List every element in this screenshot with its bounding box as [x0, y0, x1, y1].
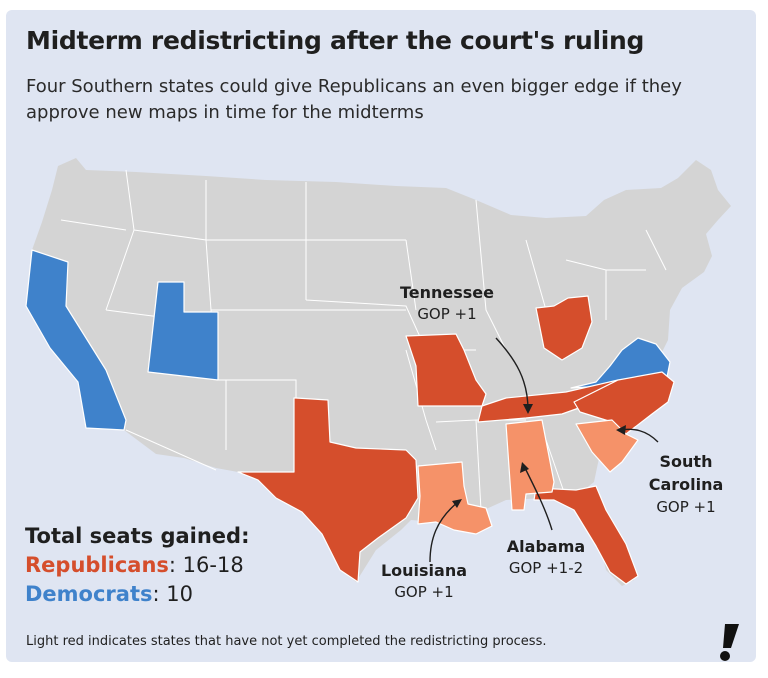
republicans-total: Republicans: 16-18 [25, 551, 249, 580]
democrats-label: Democrats [25, 582, 153, 606]
alabama-label: Alabama [507, 537, 585, 556]
democrats-total: Democrats: 10 [25, 580, 249, 609]
tennessee-label: Tennessee [400, 283, 494, 302]
south-carolina-value: GOP +1 [656, 498, 715, 516]
state-california [25, 249, 127, 431]
arrowheads [452, 404, 626, 508]
state-ohio [535, 295, 593, 361]
page-subtitle: Four Southern states could give Republic… [26, 76, 682, 123]
map-card: Midterm redistricting after the court's … [6, 10, 756, 662]
south-carolina-label-line1: South [660, 452, 713, 471]
us-map: Tennessee GOP +1 South Carolina GOP +1 A… [25, 158, 731, 601]
republicans-label: Republicans [25, 553, 169, 577]
state-texas [237, 397, 419, 583]
tennessee-value: GOP +1 [417, 305, 476, 323]
south-carolina-label-line2: Carolina [649, 475, 724, 494]
republicans-value: : 16-18 [168, 553, 244, 577]
louisiana-value: GOP +1 [394, 583, 453, 601]
democrats-value: : 10 [152, 582, 193, 606]
tennessee-arrow [495, 337, 529, 411]
exclamation-logo-icon [720, 624, 739, 661]
state-north-carolina [573, 371, 675, 435]
alabama-value: GOP +1-2 [509, 559, 583, 577]
louisiana-arrow [429, 501, 459, 563]
us-outline [26, 158, 731, 586]
state-missouri [405, 333, 487, 407]
state-florida [533, 485, 639, 585]
page-title: Midterm redistricting after the court's … [26, 26, 645, 55]
alabama-arrow [523, 465, 553, 531]
footnote: Light red indicates states that have not… [26, 634, 547, 649]
state-alabama [505, 419, 555, 511]
totals-heading: Total seats gained: [25, 524, 250, 548]
totals-block: Total seats gained: Republicans: 16-18 D… [25, 522, 249, 609]
state-utah [147, 281, 219, 381]
state-louisiana [417, 461, 493, 535]
louisiana-label: Louisiana [381, 561, 467, 580]
